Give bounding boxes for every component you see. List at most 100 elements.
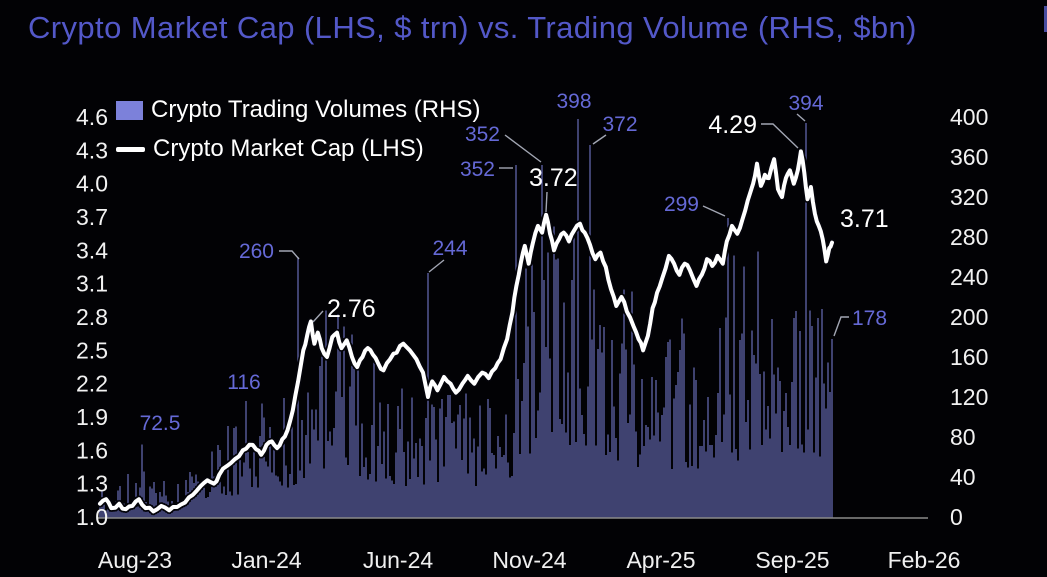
volume-bar <box>559 419 561 518</box>
volume-bar <box>549 358 551 518</box>
volume-bar <box>639 454 641 518</box>
volume-bar <box>517 379 519 518</box>
volume-bar <box>429 460 431 518</box>
volume-bar <box>673 398 675 518</box>
volume-bar <box>759 374 761 518</box>
volume-bar <box>163 481 165 518</box>
volume-bar <box>469 417 471 518</box>
volume-bar <box>723 414 725 518</box>
volume-bar <box>521 401 523 518</box>
volume-bar <box>527 326 529 518</box>
volume-bar <box>557 258 559 518</box>
volume-bar <box>237 494 239 518</box>
annotation-label-244: 244 <box>432 237 467 260</box>
volume-bar <box>477 446 479 518</box>
volume-bar <box>215 479 217 518</box>
volume-bar <box>267 466 269 518</box>
volume-bar <box>375 481 377 518</box>
volume-bar <box>765 429 767 518</box>
volume-bar <box>351 334 353 518</box>
volume-bar <box>219 449 221 518</box>
volume-bar <box>629 414 631 518</box>
volume-bar <box>311 409 313 518</box>
volume-bar <box>577 119 579 518</box>
volume-bar <box>825 408 827 518</box>
market-cap-line <box>98 149 834 514</box>
volume-bar <box>365 457 367 518</box>
volume-bar <box>255 476 257 518</box>
volume-bar <box>295 483 297 518</box>
x-axis-tick: Nov-24 <box>492 547 566 573</box>
volume-bar <box>749 449 751 518</box>
chart-title: Crypto Market Cap (LHS, $ trn) vs. Tradi… <box>28 10 917 45</box>
volume-bar <box>175 504 177 518</box>
volume-bar <box>275 475 277 518</box>
volume-bar <box>493 455 495 518</box>
right-axis-tick: 400 <box>950 104 988 130</box>
volume-bar <box>603 327 605 518</box>
volume-bar <box>799 330 801 518</box>
volume-bar <box>583 434 585 518</box>
volume-bar <box>325 310 327 518</box>
volume-bar <box>425 418 427 518</box>
annotation-pointer-line <box>504 134 542 163</box>
volume-bar <box>105 510 107 518</box>
volume-bar <box>385 478 387 518</box>
annotation-label-4-29: 4.29 <box>708 111 757 139</box>
volume-bar <box>633 364 635 518</box>
x-axis-tick: Feb-26 <box>888 547 961 573</box>
volume-bar <box>257 487 259 518</box>
volume-bar <box>207 496 209 518</box>
volume-bar <box>397 406 399 518</box>
volume-bar <box>283 398 285 518</box>
volume-bar <box>689 404 691 518</box>
volume-bar <box>553 226 555 518</box>
volume-bar <box>113 509 115 518</box>
volume-bar <box>341 396 343 518</box>
annotation-label-3-71: 3.71 <box>840 205 889 233</box>
volume-bar <box>417 477 419 518</box>
volume-bar <box>693 367 695 518</box>
annotation-label-352: 352 <box>465 123 500 146</box>
volume-bar <box>643 446 645 518</box>
annotation-label-372: 372 <box>602 113 637 136</box>
volume-bar <box>309 463 311 518</box>
volume-bar <box>515 165 517 518</box>
left-axis-tick: 4.6 <box>76 104 108 130</box>
volume-bar <box>543 280 545 518</box>
volume-bar <box>131 507 133 518</box>
volume-bar <box>287 487 289 518</box>
volume-bar <box>743 266 745 518</box>
volume-bar <box>479 405 481 518</box>
volume-bar <box>773 374 775 518</box>
volume-bar <box>289 473 291 518</box>
volume-bar <box>623 289 625 518</box>
volume-bar <box>655 380 657 518</box>
volume-bar <box>507 462 509 518</box>
volume-bar <box>253 441 255 518</box>
volume-bar <box>585 445 587 518</box>
volume-bar <box>671 468 673 518</box>
volume-bar <box>475 486 477 518</box>
volume-bar <box>707 396 709 518</box>
volume-bar <box>753 354 755 518</box>
volume-bar <box>485 474 487 518</box>
right-axis-tick: 80 <box>950 424 976 450</box>
volume-bar <box>647 426 649 518</box>
volume-bar <box>501 457 503 518</box>
volume-bar <box>747 399 749 518</box>
annotation-pointer-line <box>592 134 607 145</box>
volume-bar <box>389 476 391 518</box>
annotation-label-299: 299 <box>664 193 699 216</box>
volume-bar <box>335 391 337 518</box>
annotation-pointer-line <box>796 113 806 122</box>
volume-bar <box>407 441 409 518</box>
volume-bar <box>137 506 139 518</box>
volume-bar <box>455 448 457 518</box>
volume-bar <box>359 476 361 518</box>
annotation-pointer-line <box>702 205 726 217</box>
volume-bar <box>529 453 531 518</box>
volume-bar <box>229 491 231 518</box>
volume-bar <box>695 379 697 518</box>
volume-bar <box>149 486 151 518</box>
